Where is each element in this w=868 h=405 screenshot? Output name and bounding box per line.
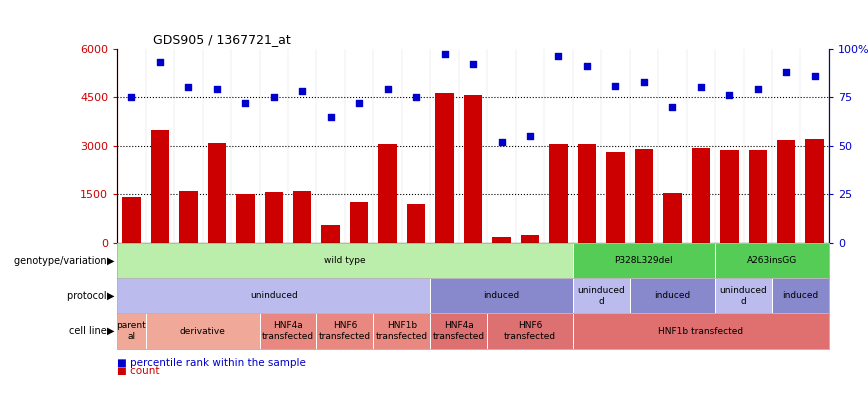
Point	[437, 51, 451, 58]
Bar	[321, 225, 340, 243]
Point	[266, 94, 280, 100]
Bar	[663, 193, 681, 243]
Point	[381, 86, 395, 93]
Point	[210, 86, 224, 93]
Text: HNF6
transfected: HNF6 transfected	[319, 322, 371, 341]
Text: P328L329del: P328L329del	[615, 256, 674, 265]
Point	[181, 84, 195, 91]
Point	[694, 84, 707, 91]
Point	[239, 100, 253, 106]
Text: genotype/variation: genotype/variation	[14, 256, 113, 266]
Bar	[635, 149, 653, 243]
Bar	[236, 194, 254, 243]
Bar	[549, 143, 568, 243]
Point	[751, 86, 765, 93]
Text: HNF4a
transfected: HNF4a transfected	[262, 322, 314, 341]
Point	[523, 133, 537, 139]
Point	[409, 94, 423, 100]
Bar	[464, 95, 483, 243]
Text: A263insGG: A263insGG	[746, 256, 797, 265]
Text: ▶: ▶	[107, 326, 115, 336]
Point	[551, 53, 565, 60]
Text: uninduced: uninduced	[250, 291, 298, 301]
Text: HNF1b
transfected: HNF1b transfected	[376, 322, 428, 341]
Text: ■ percentile rank within the sample: ■ percentile rank within the sample	[117, 358, 306, 368]
Point	[722, 92, 736, 98]
Bar	[492, 237, 510, 243]
Bar	[578, 143, 596, 243]
Text: GDS905 / 1367721_at: GDS905 / 1367721_at	[153, 33, 291, 46]
Text: induced: induced	[483, 291, 520, 301]
Bar	[748, 150, 767, 243]
Point	[466, 61, 480, 67]
Bar	[265, 192, 283, 243]
Text: induced: induced	[782, 291, 819, 301]
Bar	[407, 204, 425, 243]
Text: parent
al: parent al	[116, 322, 147, 341]
Bar	[692, 148, 710, 243]
Point	[666, 104, 680, 110]
Text: ▶: ▶	[107, 256, 115, 266]
Text: uninduced
d: uninduced d	[577, 286, 625, 305]
Text: wild type: wild type	[324, 256, 365, 265]
Point	[580, 63, 594, 69]
Bar	[151, 130, 169, 243]
Point	[153, 59, 167, 66]
Bar	[293, 191, 312, 243]
Bar	[720, 150, 739, 243]
Bar	[378, 144, 397, 243]
Bar	[207, 143, 226, 243]
Text: cell line: cell line	[69, 326, 113, 336]
Bar	[179, 190, 198, 243]
Text: HNF4a
transfected: HNF4a transfected	[433, 322, 485, 341]
Text: protocol: protocol	[67, 291, 113, 301]
Point	[352, 100, 366, 106]
Bar	[436, 93, 454, 243]
Text: ■ count: ■ count	[117, 366, 160, 376]
Text: ▶: ▶	[107, 291, 115, 301]
Text: induced: induced	[654, 291, 690, 301]
Bar	[521, 235, 539, 243]
Point	[295, 88, 309, 95]
Point	[637, 79, 651, 85]
Text: HNF6
transfected: HNF6 transfected	[504, 322, 556, 341]
Text: uninduced
d: uninduced d	[720, 286, 767, 305]
Bar	[122, 197, 141, 243]
Point	[324, 113, 338, 120]
Bar	[350, 202, 368, 243]
Point	[495, 139, 509, 145]
Point	[808, 72, 822, 79]
Bar	[777, 140, 795, 243]
Point	[779, 69, 793, 75]
Bar	[806, 139, 824, 243]
Text: HNF1b transfected: HNF1b transfected	[658, 326, 743, 336]
Point	[608, 82, 622, 89]
Text: derivative: derivative	[180, 326, 226, 336]
Bar	[606, 151, 625, 243]
Point	[124, 94, 138, 100]
